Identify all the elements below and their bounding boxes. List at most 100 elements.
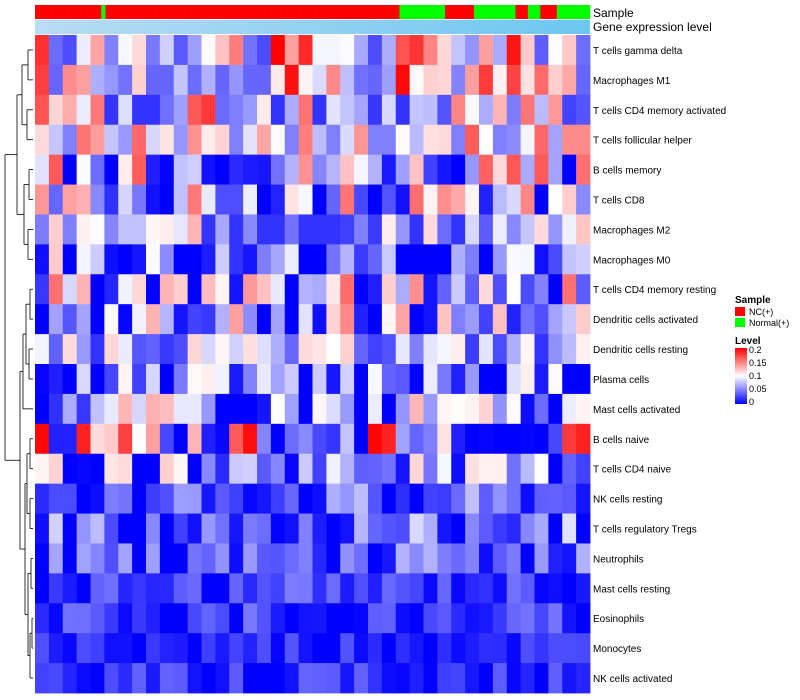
heatmap-cell <box>423 274 438 305</box>
sample-track-cell <box>84 5 90 19</box>
heatmap-cell <box>326 304 341 335</box>
sample-track-cell <box>353 5 359 19</box>
expression-level-bar <box>35 20 590 34</box>
heatmap-cell <box>48 64 64 96</box>
heatmap-cell <box>534 393 549 425</box>
heatmap-cell <box>257 603 272 634</box>
heatmap-cell <box>340 633 355 664</box>
sample-track-cell <box>503 5 508 19</box>
heatmap-cell <box>368 453 383 485</box>
heatmap-cell <box>159 364 175 395</box>
heatmap-cell <box>534 214 549 245</box>
heatmap-cell <box>76 214 91 245</box>
heatmap-cell <box>576 124 591 156</box>
sample-track-cell <box>548 5 554 19</box>
heatmap-cell <box>312 154 327 185</box>
heatmap-cell <box>562 124 577 156</box>
heatmap-cell <box>62 603 78 634</box>
heatmap-cell <box>35 184 50 215</box>
row-label: T cells CD4 memory resting <box>593 285 716 296</box>
heatmap-cell <box>562 633 577 664</box>
heatmap-cell <box>520 274 535 305</box>
heatmap-cell <box>465 94 480 126</box>
heatmap-cell <box>312 513 327 544</box>
heatmap-cell <box>534 94 549 126</box>
heatmap-cell <box>312 304 327 335</box>
heatmap-cell <box>159 274 175 305</box>
heatmap-cell <box>284 633 300 664</box>
heatmap-cell <box>146 274 161 305</box>
heatmap-cell <box>118 274 133 305</box>
row-label: Dendritic cells activated <box>593 315 698 326</box>
heatmap-cell <box>562 334 577 365</box>
sample-track-cell <box>254 5 259 19</box>
heatmap-cell <box>229 94 244 126</box>
heatmap-cell <box>423 334 438 365</box>
heatmap-cell <box>492 274 508 305</box>
heatmap-cell <box>173 573 189 604</box>
heatmap-cell <box>62 364 78 395</box>
heatmap-cell <box>465 274 480 305</box>
heatmap-cell <box>409 154 424 185</box>
heatmap-cell <box>312 543 327 574</box>
heatmap-cell <box>451 543 466 574</box>
heatmap-cell <box>506 513 522 544</box>
heatmap-cell <box>576 543 591 574</box>
heatmap-cell <box>354 453 369 485</box>
sample-track-cell <box>225 5 230 19</box>
heatmap-cell <box>437 214 452 245</box>
heatmap-cell <box>35 304 50 335</box>
heatmap-cell <box>257 64 272 96</box>
heatmap-cell <box>520 633 535 664</box>
heatmap-cell <box>381 94 397 126</box>
heatmap-cell <box>298 603 313 634</box>
heatmap-cell <box>548 214 563 245</box>
heatmap-cell <box>90 94 105 126</box>
heatmap-cell <box>187 184 202 215</box>
heatmap-cell <box>132 304 147 335</box>
heatmap-cell <box>451 124 466 156</box>
heatmap-cell <box>257 633 272 664</box>
heatmap-cell <box>451 184 466 215</box>
heatmap-cell <box>395 393 411 425</box>
heatmap-cell <box>534 633 549 664</box>
heatmap-cell <box>104 154 119 185</box>
heatmap-cell <box>215 483 230 514</box>
heatmap-cell <box>132 184 147 215</box>
heatmap-cell <box>90 154 105 185</box>
legend-tick-0: 0 <box>749 397 754 407</box>
heatmap-cell <box>201 214 216 245</box>
heatmap-cell <box>173 633 189 664</box>
heatmap-cell <box>270 64 286 96</box>
heatmap-cell <box>465 513 480 544</box>
heatmap-cell <box>229 513 244 544</box>
heatmap-cell <box>312 94 327 126</box>
heatmap-cell <box>284 304 300 335</box>
heatmap-cell <box>395 483 411 514</box>
row-label: Dendritic cells resting <box>593 345 688 356</box>
heatmap-cell <box>187 483 202 514</box>
heatmap-cell <box>326 214 341 245</box>
heatmap-cell <box>187 274 202 305</box>
heatmap-cell <box>423 364 438 395</box>
row-label: Eosinophils <box>593 614 644 625</box>
heatmap-cell <box>451 513 466 544</box>
heatmap-cell <box>340 184 355 215</box>
heatmap-cell <box>479 513 494 544</box>
sample-track-cell <box>130 5 135 19</box>
sample-track-cell <box>345 5 351 19</box>
heatmap-cell <box>76 304 91 335</box>
heatmap-cell <box>479 423 494 455</box>
heatmap-cell <box>298 573 313 604</box>
heatmap-cell <box>326 423 341 455</box>
heatmap-cell <box>76 453 91 485</box>
heatmap-cell <box>48 364 64 395</box>
heatmap-cell <box>562 64 577 96</box>
heatmap-cell <box>368 274 383 305</box>
heatmap-cell <box>90 124 105 156</box>
heatmap-cell <box>368 184 383 215</box>
heatmap-cell <box>48 154 64 185</box>
row-label: Monocytes <box>593 644 641 655</box>
sample-track-cell <box>544 5 549 19</box>
